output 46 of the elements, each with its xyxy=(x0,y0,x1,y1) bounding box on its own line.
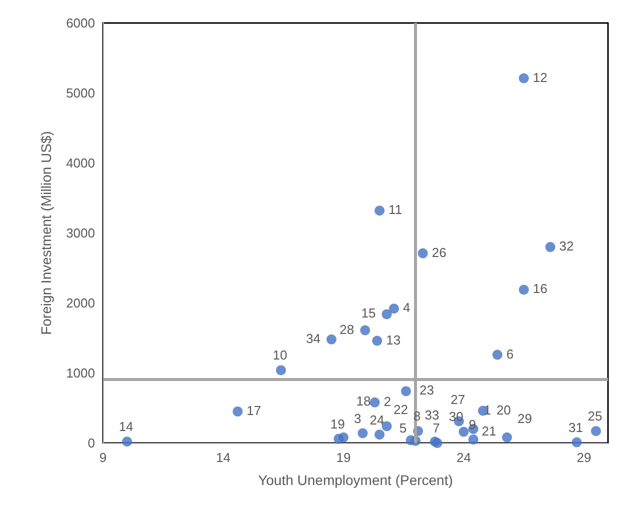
annotation: 28 xyxy=(340,322,354,337)
annotation: 2 xyxy=(384,394,391,409)
annotation: 34 xyxy=(306,330,320,346)
y-tick-label: 2000 xyxy=(66,296,95,310)
y-axis-title: Foreign Investment (Million US$) xyxy=(38,131,54,335)
y-tick-label: 4000 xyxy=(66,156,95,170)
annotation: 26 xyxy=(432,244,446,260)
annotation: 15 xyxy=(361,306,376,321)
annotation: 1 xyxy=(484,402,492,418)
annotation: 32 xyxy=(559,238,574,254)
annotation: 12 xyxy=(532,70,548,85)
x-tick-label: 14 xyxy=(216,450,230,465)
annotation: 11 xyxy=(388,202,402,218)
annotation: 5 xyxy=(399,420,407,436)
y-tick-label: 0 xyxy=(88,436,95,450)
annotation: 33 xyxy=(424,408,440,423)
x-axis-title: Youth Unemployment (Percent) xyxy=(258,472,453,488)
y-tick-label: 6000 xyxy=(66,16,95,30)
annotation: 31 xyxy=(568,420,583,435)
x-tick-label: 24 xyxy=(456,450,471,465)
x-tick-label: 29 xyxy=(576,450,592,465)
x-tick-label: 9 xyxy=(99,450,107,465)
annotation: 4 xyxy=(402,300,410,316)
annotation: 13 xyxy=(386,332,401,348)
annotation: 10 xyxy=(272,348,288,363)
annotation: 18 xyxy=(356,394,371,409)
annotation: 7 xyxy=(432,420,440,436)
annotation: 14 xyxy=(118,419,134,434)
annotation: 19 xyxy=(330,416,345,432)
y-tick-label: 5000 xyxy=(66,86,95,100)
annotation: 27 xyxy=(450,392,466,407)
annotation: 8 xyxy=(413,408,421,424)
annotation: 20 xyxy=(496,402,511,418)
annotation: 23 xyxy=(420,382,434,398)
annotation: 24 xyxy=(370,412,384,428)
annotation: 29 xyxy=(518,410,532,426)
y-tick-label: 1000 xyxy=(66,366,95,380)
annotation: 22 xyxy=(394,402,408,418)
annotation: 16 xyxy=(532,281,548,296)
annotation: 25 xyxy=(588,408,602,424)
y-tick-label: 3000 xyxy=(66,226,95,240)
annotation: 3 xyxy=(354,410,362,426)
annotation: 21 xyxy=(482,423,496,438)
x-tick-label: 19 xyxy=(336,450,351,465)
annotation: 6 xyxy=(506,346,514,362)
annotation: 17 xyxy=(246,403,262,418)
